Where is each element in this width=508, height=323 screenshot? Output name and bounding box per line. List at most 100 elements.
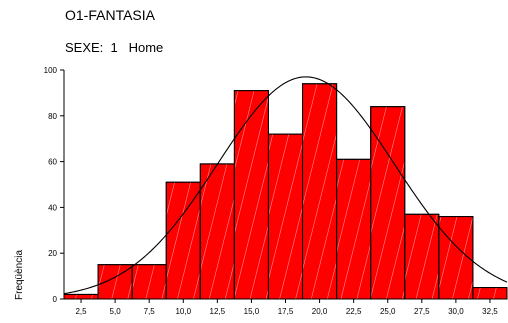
hatch-line xyxy=(370,106,403,235)
x-tick-label: 5,0 xyxy=(110,307,122,316)
histogram-bar xyxy=(26,90,508,300)
hatch-line xyxy=(200,163,228,272)
bar-rect xyxy=(404,213,440,300)
x-tick-label: 10,0 xyxy=(175,307,191,316)
hatch-line xyxy=(98,264,105,291)
bar-rect xyxy=(199,163,235,300)
hatch-line xyxy=(386,224,405,299)
hatch-line xyxy=(438,216,458,291)
y-tick-label: 0 xyxy=(53,295,58,304)
normal-curve xyxy=(63,76,508,295)
hatch-line xyxy=(431,270,439,300)
hatch-line xyxy=(310,196,337,299)
x-tick-label: 27,5 xyxy=(414,307,430,316)
y-tick-label: 100 xyxy=(44,66,58,75)
hatch-line xyxy=(503,84,508,299)
x-tick-label: 15,0 xyxy=(244,307,260,316)
hatch-line xyxy=(80,265,89,299)
hatch-line xyxy=(477,287,481,299)
hatch-line xyxy=(370,106,387,171)
hatch-line xyxy=(485,159,508,299)
bar-rect xyxy=(165,181,201,300)
histogram-bar xyxy=(336,158,508,300)
x-tick-label: 7,5 xyxy=(144,307,156,316)
hatch-line xyxy=(145,264,155,299)
x-tick-label: 30,0 xyxy=(448,307,464,316)
hatch-line xyxy=(474,91,508,299)
hatch-line xyxy=(484,217,505,299)
hatch-line xyxy=(224,261,235,299)
bar-rect xyxy=(233,90,269,300)
chart-title: O1-FANTASIA xyxy=(65,7,155,23)
histogram-bar xyxy=(80,264,133,300)
hatch-line xyxy=(501,159,508,299)
hatch-line xyxy=(340,178,371,299)
hatch-line xyxy=(234,95,269,235)
hatch-line xyxy=(496,214,508,299)
bar-rect xyxy=(336,158,372,300)
hatch-line xyxy=(26,91,78,299)
x-tick-label: 17,5 xyxy=(278,307,294,316)
histogram-bar xyxy=(438,216,508,300)
hatch-line xyxy=(302,83,334,208)
histogram-bar xyxy=(65,163,235,300)
chart-subtitle: SEXE: 1 Home xyxy=(65,40,164,55)
x-tick-label: 22,5 xyxy=(346,307,362,316)
hatch-line xyxy=(65,164,99,299)
hatch-line xyxy=(493,287,497,299)
bar-hatch xyxy=(477,287,497,299)
hatch-line xyxy=(42,91,94,299)
hatch-line xyxy=(468,279,473,299)
bar-hatch xyxy=(65,163,235,299)
y-tick-label: 80 xyxy=(48,112,57,121)
hatch-line xyxy=(500,217,508,299)
hatch-line xyxy=(208,197,235,299)
y-tick-label: 20 xyxy=(48,249,57,258)
axes-layer: 0 20 40 60 80 100 2,5 5,0 7,5 10,0 12,5 15,0 17,5 20,… xyxy=(44,66,507,316)
hatch-line xyxy=(279,205,303,299)
bar-hatch xyxy=(336,159,508,299)
bar-hatch xyxy=(404,214,508,300)
x-tick-label: 32,5 xyxy=(482,307,498,316)
hatch-line xyxy=(404,214,422,282)
hatch-line xyxy=(65,182,94,299)
y-tick-label: 60 xyxy=(48,158,57,167)
hatch-line xyxy=(480,214,501,299)
hatch-line xyxy=(200,163,212,208)
histogram-bar xyxy=(404,213,508,300)
hatch-line xyxy=(132,264,139,291)
histogram-bar xyxy=(370,106,508,300)
hatch-line xyxy=(193,270,201,300)
x-tick-label: 25,0 xyxy=(380,307,396,316)
hatch-line xyxy=(91,294,93,300)
bar-hatch xyxy=(370,106,508,299)
bar-hatch xyxy=(59,294,93,300)
bar-rect xyxy=(370,106,406,300)
hatch-line xyxy=(268,134,290,217)
bar-hatch xyxy=(438,216,508,299)
x-tick-label: 20,0 xyxy=(312,307,328,316)
hatch-line xyxy=(482,107,508,299)
hatch-line xyxy=(336,159,345,190)
hatch-line xyxy=(336,159,361,254)
hatch-line xyxy=(302,83,318,144)
hatch-line xyxy=(234,159,269,299)
hatch-line xyxy=(177,206,201,300)
bar-hatch xyxy=(26,90,508,299)
bar-rect xyxy=(63,293,99,300)
hatch-line xyxy=(487,84,508,299)
x-tick-label: 12,5 xyxy=(210,307,226,316)
histogram-bar xyxy=(59,293,99,300)
hatch-line xyxy=(471,84,508,299)
hatch-line xyxy=(370,160,405,299)
hatch-line xyxy=(302,132,337,272)
hatch-line xyxy=(59,294,60,299)
hatch-line xyxy=(111,264,121,299)
hatch-line xyxy=(415,214,438,300)
hatch-line xyxy=(498,107,508,299)
hatch-line xyxy=(166,182,175,218)
hatch-line xyxy=(234,90,255,171)
hatch-line xyxy=(268,141,303,281)
hatch-line xyxy=(75,294,77,300)
